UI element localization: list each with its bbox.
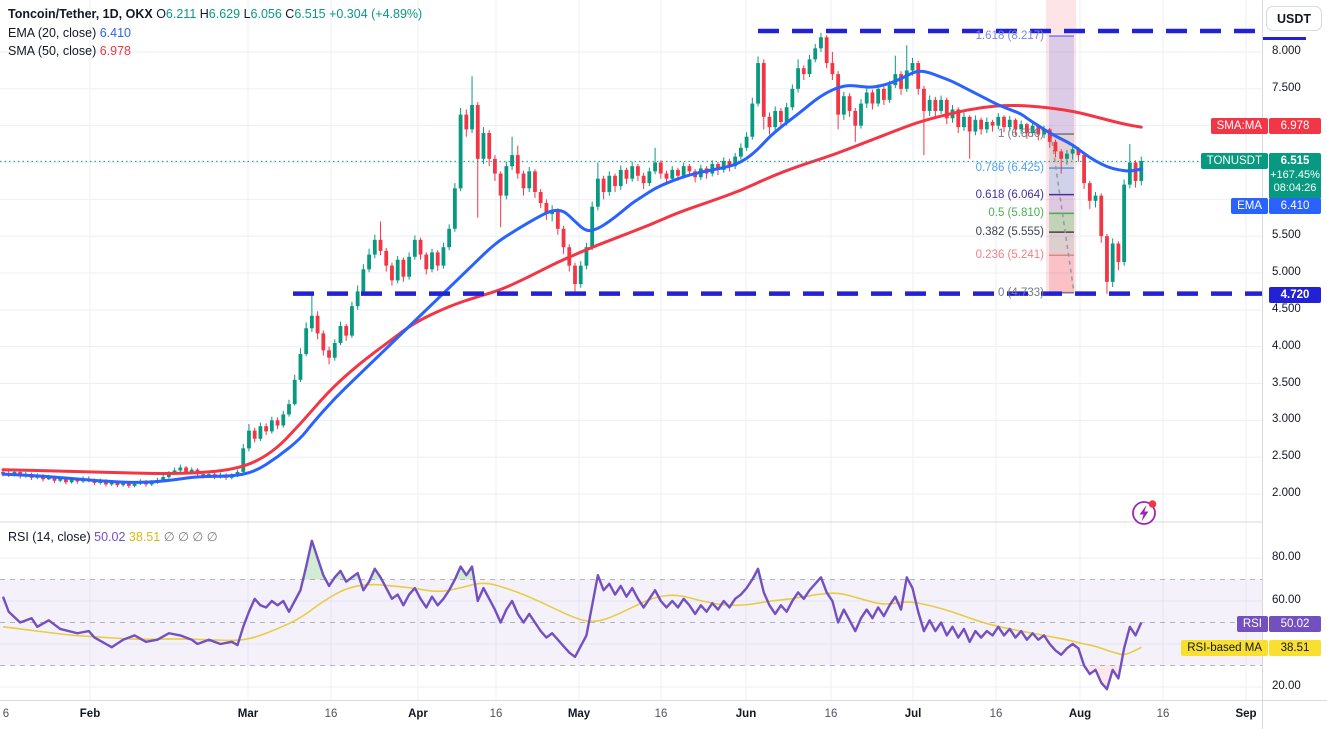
- fib-level-label: 0 (4.733): [997, 286, 1044, 299]
- resistance-line-axis-segment: [1263, 37, 1306, 40]
- time-tick: Aug: [1068, 708, 1092, 720]
- price-tick: 8.000: [1272, 45, 1301, 57]
- price-scale[interactable]: 8.000 7.500 5.500 5.000 4.500 4.000 3.500 3.000…: [1262, 0, 1327, 700]
- rsi-legend: RSI (14, close) 50.02 38.51 ∅ ∅ ∅ ∅: [8, 529, 218, 544]
- rsi-tick: 80.00: [1272, 551, 1301, 563]
- high-value: 6.629: [208, 7, 241, 21]
- low-value: 6.056: [250, 7, 282, 21]
- close-value: 6.515: [294, 7, 326, 21]
- price-tick: 7.500: [1272, 81, 1301, 94]
- price-tick: 3.000: [1272, 413, 1301, 426]
- time-tick: May: [567, 708, 591, 720]
- rsi-ma-value: 38.51: [128, 530, 161, 544]
- fib-level-label: 0.618 (6.064): [975, 188, 1044, 201]
- last-price: 6.515: [1280, 155, 1310, 167]
- price-tick: 5.000: [1272, 266, 1301, 278]
- time-tick: Sep: [1235, 708, 1257, 720]
- symbol-legend: Toncoin/Tether, 1D, OKX O6.211 H6.629 L6…: [8, 5, 422, 61]
- open-value: 6.211: [165, 7, 197, 21]
- ema-legend-row: EMA (20, close) 6.410: [8, 24, 422, 43]
- time-tick: Mar: [237, 708, 259, 720]
- time-tick: 16: [654, 708, 668, 720]
- fib-level-label: 1.618 (8.217): [975, 30, 1044, 42]
- ohlc-row: Toncoin/Tether, 1D, OKX O6.211 H6.629 L6…: [8, 5, 422, 24]
- price-tick: 5.500: [1272, 229, 1301, 242]
- bar-countdown: 08:04:26: [1273, 182, 1317, 194]
- rsi-tick: 60.00: [1272, 594, 1301, 606]
- time-scale[interactable]: 6 Feb Mar 16 Apr 16 May 16 Jun 16 Jul 16 Aug 16 Sep: [0, 700, 1327, 729]
- time-tick: 16: [489, 708, 503, 720]
- price-tick: 3.500: [1272, 376, 1301, 389]
- rsi-ma-value-badge: RSI-based MA 38.51: [1181, 640, 1321, 656]
- sma-value: 6.978: [99, 44, 131, 58]
- time-tick: 16: [989, 708, 1003, 720]
- ema-value: 6.410: [99, 25, 131, 40]
- time-tick: 16: [1156, 708, 1170, 720]
- time-tick: Jun: [735, 708, 757, 720]
- price-tick: 4.000: [1272, 339, 1301, 352]
- rsi-line: [1, 539, 1143, 691]
- price-tick: 4.500: [1272, 302, 1301, 315]
- change-value: +0.304 (+4.89%): [329, 7, 423, 21]
- currency-unit-button[interactable]: USDT: [1266, 6, 1322, 31]
- fib-level-label: 0.382 (5.555): [975, 226, 1044, 239]
- fib-level-label: 0.5 (5.810): [988, 207, 1044, 220]
- price-tick: 2.000: [1272, 487, 1301, 499]
- ema20-line: [1, 69, 1143, 484]
- change-percent: +167.45%: [1270, 168, 1320, 181]
- time-tick: 16: [324, 708, 338, 720]
- rsi-value: 50.02: [94, 530, 126, 544]
- flash-action-icon[interactable]: [1132, 500, 1157, 525]
- rsi-value-badge: RSI 50.02: [1236, 616, 1321, 632]
- ema-label[interactable]: EMA (20, close): [8, 25, 97, 40]
- time-tick: Apr: [408, 708, 428, 720]
- sma-legend-row: SMA (50, close) 6.978: [8, 42, 422, 61]
- rsi-ma-line: [2, 582, 1142, 656]
- sma-label[interactable]: SMA (50, close): [8, 44, 97, 58]
- sma50-line: [1, 103, 1143, 476]
- time-tick: 16: [824, 708, 838, 720]
- high-label: H: [199, 7, 209, 21]
- low-label: L: [243, 7, 251, 21]
- last-price-badge: TONUSDT 6.515 +167.45% 08:04:26: [1200, 153, 1321, 199]
- price-tick: 2.500: [1272, 450, 1301, 463]
- rsi-tick: 20.00: [1272, 680, 1301, 692]
- axis-corner: [1262, 700, 1327, 729]
- fib-level-label: 0.786 (6.425): [975, 162, 1044, 175]
- close-label: C: [285, 7, 295, 21]
- open-label: O: [156, 7, 166, 21]
- fib-level-label: 0.236 (5.241): [975, 249, 1044, 262]
- symbol-title[interactable]: Toncoin/Tether, 1D, OKX: [8, 7, 153, 21]
- fib-level-label: 1 (6.886): [997, 128, 1044, 141]
- time-tick: 6: [2, 708, 10, 720]
- support-level-badge: 4.720: [1269, 287, 1321, 303]
- ema-price-badge: EMA 6.410: [1231, 198, 1321, 214]
- rsi-empty-values: ∅ ∅ ∅ ∅: [163, 530, 218, 544]
- time-tick: Feb: [79, 708, 101, 720]
- rsi-label[interactable]: RSI (14, close): [8, 530, 91, 544]
- time-tick: Jul: [904, 708, 922, 720]
- sma-price-badge: SMA:MA 6.978: [1210, 118, 1321, 134]
